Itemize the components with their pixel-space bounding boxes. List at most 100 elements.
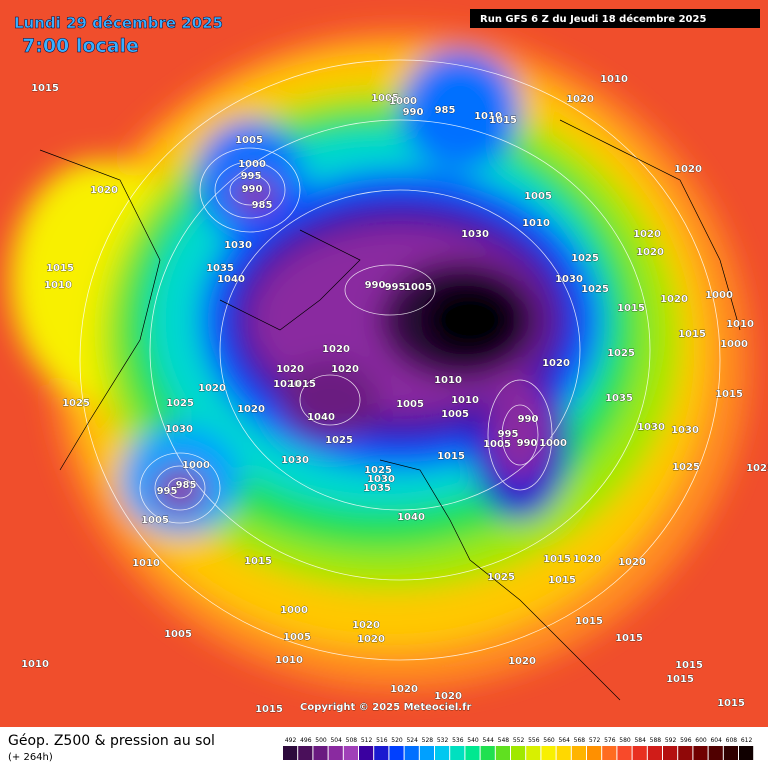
isobar-label: 1015	[675, 660, 703, 671]
isobar-label: 1015	[46, 263, 74, 274]
isobar-label: 1000	[238, 159, 266, 170]
colorscale-label: 536	[452, 737, 464, 744]
isobar-label: 1040	[307, 412, 335, 423]
colorscale-label: 544	[482, 737, 494, 744]
isobar-label: 1020	[357, 634, 385, 645]
isobar-label: 1010	[275, 655, 303, 666]
colorscale-swatch	[374, 746, 389, 760]
footer-lead: (+ 264h)	[8, 752, 53, 763]
colorscale-swatch	[678, 746, 693, 760]
colorscale-swatch	[632, 746, 647, 760]
isobar-label: 1010	[522, 218, 550, 229]
colorscale-swatch	[571, 746, 586, 760]
isobar-label: 1015	[715, 389, 743, 400]
isobar-label: 1030	[671, 425, 699, 436]
isobar-label: 1005	[235, 135, 263, 146]
isobar-label: 985	[252, 200, 273, 211]
isobar-label: 990	[518, 414, 539, 425]
colorscale-label: 508	[346, 737, 358, 744]
isobar-label: 1030	[555, 274, 583, 285]
run-box	[470, 9, 760, 28]
isobar-label: 1035	[363, 483, 391, 494]
isobar-label: 1000	[389, 96, 417, 107]
isobar-label: 1015	[678, 329, 706, 340]
colorscale-label: 592	[665, 737, 677, 744]
colorscale-label: 612	[741, 737, 753, 744]
colorscale-label: 524	[406, 737, 418, 744]
isobar-label: 995	[385, 282, 406, 293]
colorscale-swatch	[602, 746, 617, 760]
isobar-label: 1025	[364, 465, 392, 476]
colorscale-label: 496	[300, 737, 312, 744]
colorscale-swatch	[419, 746, 434, 760]
colorscale-swatch	[495, 746, 510, 760]
colorscale-swatch	[435, 746, 450, 760]
map-field	[0, 0, 768, 727]
isobar-label: 1005	[483, 439, 511, 450]
isobar-label: 1005	[141, 515, 169, 526]
isobar-label: 1020	[566, 94, 594, 105]
isobar-label: 1025	[581, 284, 609, 295]
colorscale-label: 604	[710, 737, 722, 744]
isobar-label: 1030	[281, 455, 309, 466]
colorscale-label: 540	[467, 737, 479, 744]
colorscale-label: 576	[604, 737, 616, 744]
colorscale-swatch	[480, 746, 495, 760]
isobar-label: 1020	[660, 294, 688, 305]
colorscale-label: 580	[619, 737, 631, 744]
colorscale-swatch	[541, 746, 556, 760]
isobar-label: 1020	[331, 364, 359, 375]
colorscale-swatch	[556, 746, 571, 760]
isobar-label: 990	[517, 438, 538, 449]
isobar-label: 1020	[434, 691, 462, 702]
isobar-label: 985	[435, 105, 456, 116]
isobar-label: 1015	[548, 575, 576, 586]
colorscale-swatch	[313, 746, 328, 760]
isobar-label: 1020	[322, 344, 350, 355]
isobar-label: 1025	[325, 435, 353, 446]
isobar-label: 1040	[217, 274, 245, 285]
colorscale-label: 596	[680, 737, 692, 744]
isobar-label: 1010	[44, 280, 72, 291]
colorscale-swatch	[526, 746, 541, 760]
colorscale-swatch	[587, 746, 602, 760]
isobar-label: 1000	[280, 605, 308, 616]
colorscale-label: 528	[422, 737, 434, 744]
isobar-label: 1000	[182, 460, 210, 471]
isobar-label: 1015	[575, 616, 603, 627]
isobar-label: 1010	[21, 659, 49, 670]
colorscale-label: 548	[498, 737, 510, 744]
isobar-label: 1035	[206, 263, 234, 274]
isobar-label: 995	[498, 429, 519, 440]
isobar-label: 1015	[717, 698, 745, 709]
isobar-label: 1015	[543, 554, 571, 565]
time: 7:00 locale	[22, 35, 139, 57]
isobar-label: 1015	[489, 115, 517, 126]
isobar-label: 1000	[705, 290, 733, 301]
isobar-label: 1020	[352, 620, 380, 631]
isobar-label: 1010	[474, 111, 502, 122]
colorscale-label: 588	[650, 737, 662, 744]
colorscale-swatch	[450, 746, 465, 760]
colorscale-swatch	[389, 746, 404, 760]
isobar-label: 1015	[244, 556, 272, 567]
isobar-label: 1015	[288, 379, 316, 390]
isobar-label: 1020	[618, 557, 646, 568]
isobar-label: 985	[176, 480, 197, 491]
isobar-label: 1015	[437, 451, 465, 462]
colorscale-swatch	[663, 746, 678, 760]
colorscale-label: 568	[574, 737, 586, 744]
colorscale-swatch	[723, 746, 738, 760]
colorscale-label: 532	[437, 737, 449, 744]
colorscale-label: 512	[361, 737, 373, 744]
isobar-label: 1040	[397, 512, 425, 523]
colorscale-label: 516	[376, 737, 388, 744]
colorscale-swatch	[298, 746, 313, 760]
colorscale-swatch	[739, 746, 754, 760]
isobar-label: 1025	[571, 253, 599, 264]
colorscale-swatch	[359, 746, 374, 760]
isobar-label: 1000	[539, 438, 567, 449]
isobar-label: 1030	[461, 229, 489, 240]
isobar-label: 1020	[633, 229, 661, 240]
isobar-label: 1025	[62, 398, 90, 409]
